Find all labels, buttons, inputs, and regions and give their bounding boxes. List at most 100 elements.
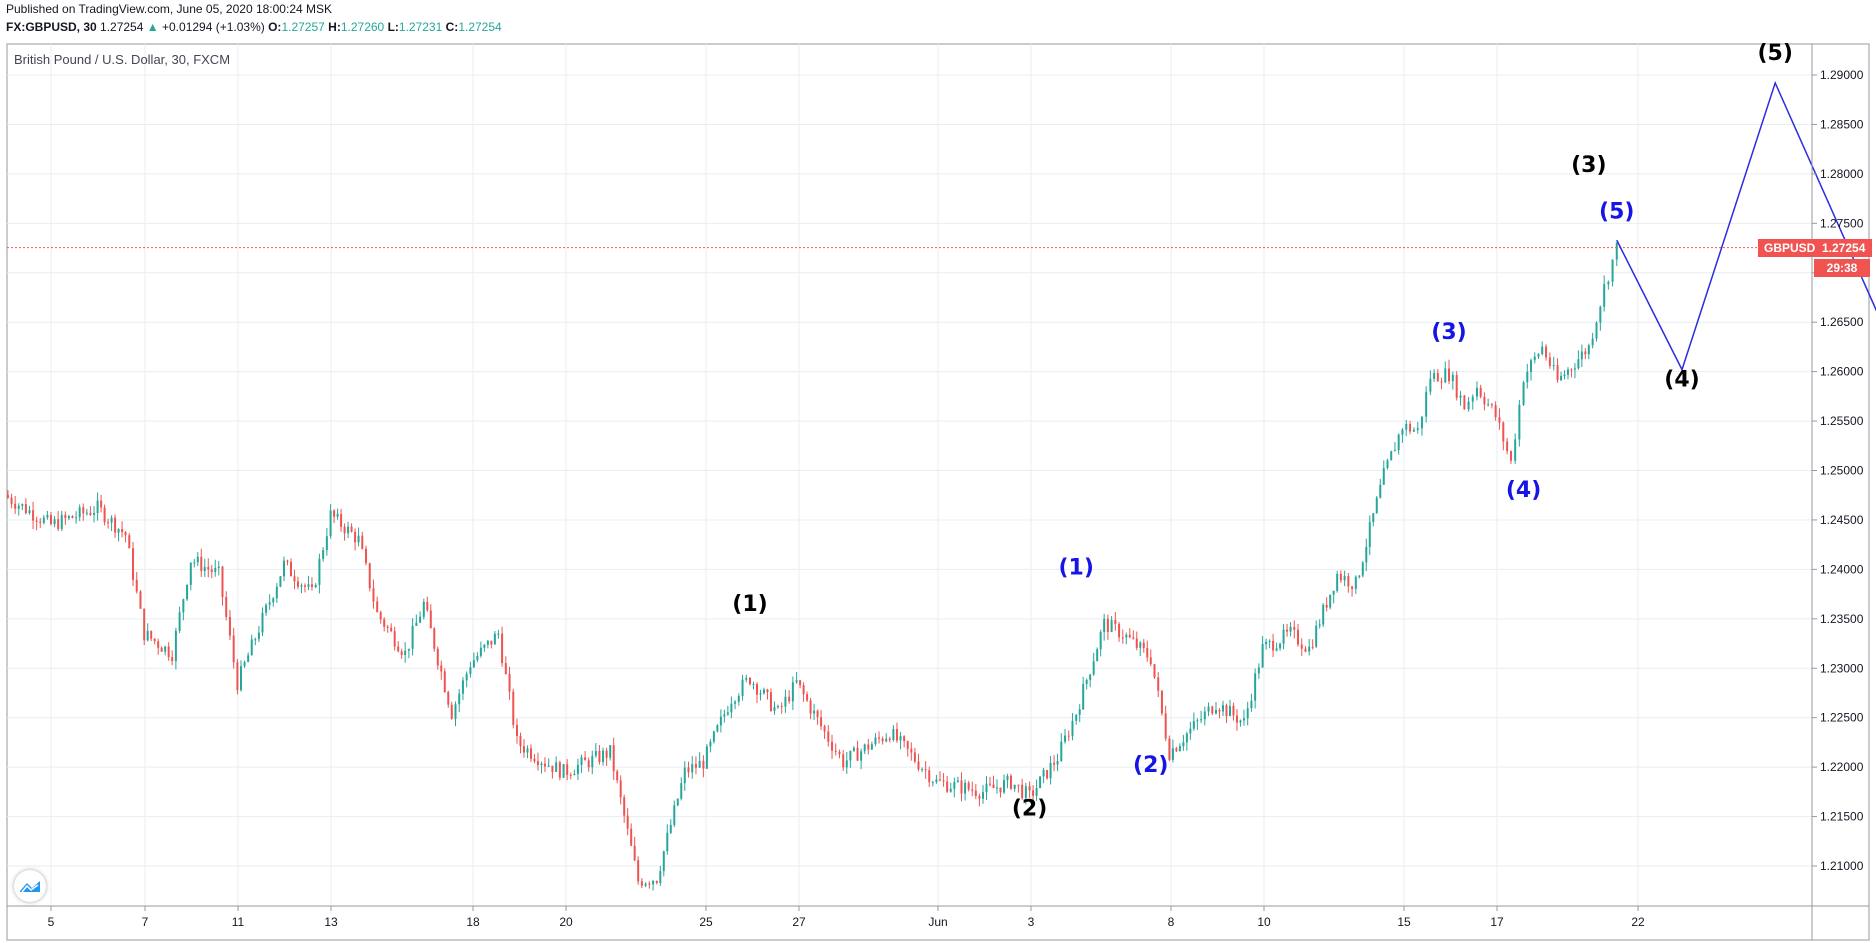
candle-body [472, 660, 475, 668]
candle-body [1375, 497, 1378, 514]
candle-body [239, 666, 242, 691]
candle-body [662, 851, 665, 872]
candle-body [705, 746, 708, 769]
x-tick-label: 27 [792, 915, 806, 929]
candle-body [892, 729, 895, 741]
candle-body [1490, 404, 1493, 406]
candle-body [1089, 674, 1092, 680]
candle-body [928, 770, 931, 783]
candle-body [1322, 604, 1325, 625]
candle-body [250, 639, 253, 656]
candle-body [1257, 667, 1260, 674]
candle-body [1064, 735, 1067, 742]
candle-body [1467, 401, 1470, 410]
candle-body [193, 562, 196, 564]
candle-body [988, 783, 991, 785]
candle-body [543, 763, 546, 767]
candle-body [1282, 629, 1285, 644]
candle-body [504, 663, 507, 674]
candle-body [580, 757, 583, 765]
price-axis[interactable]: 1.21000 1.21500 1.22000 1.22500 1.23000 1.235… [1812, 68, 1864, 873]
candle-body [247, 655, 250, 663]
x-tick-label: 15 [1397, 915, 1411, 929]
candle-body [32, 510, 35, 521]
candle-body [207, 566, 210, 570]
candle-body [14, 503, 17, 509]
chart-title: British Pound / U.S. Dollar, 30, FXCM [14, 52, 231, 67]
candle-body [303, 585, 306, 587]
candle-body [666, 832, 669, 852]
candle-body [985, 783, 988, 793]
candle-body [1429, 378, 1432, 392]
candle-body [117, 529, 120, 533]
x-tick-label: 20 [559, 915, 573, 929]
candle-body [254, 639, 257, 641]
candle-body [1082, 684, 1085, 710]
x-tick-label: 17 [1490, 915, 1504, 929]
candle-body [1603, 284, 1606, 307]
candle-body [1545, 346, 1548, 358]
candle-body [1607, 281, 1610, 285]
candle-body [1228, 705, 1231, 717]
candle-body [1580, 351, 1583, 360]
y-tick-label: 1.21000 [1820, 859, 1864, 873]
candle-body [576, 764, 579, 774]
wave-label-black: (2) [1012, 797, 1047, 822]
candle-body [995, 787, 998, 789]
candle-body [917, 761, 920, 770]
projection-line [1616, 80, 1876, 372]
candle-body [802, 685, 805, 695]
candle-body [454, 704, 457, 719]
candle-body [1615, 242, 1618, 260]
candle-body [203, 566, 206, 572]
candle-body [734, 701, 737, 704]
candle-body [1106, 618, 1109, 632]
candle-body [1211, 706, 1214, 714]
candle-body [1114, 620, 1117, 625]
candle-body [1013, 784, 1016, 789]
candle-body [461, 680, 464, 694]
up-arrow-icon: ▲ [146, 20, 159, 34]
x-tick-label: 11 [232, 915, 245, 929]
candle-body [594, 750, 597, 756]
candle-body [1595, 322, 1598, 339]
candle-body [89, 512, 92, 515]
candle-body [888, 738, 891, 741]
tradingview-logo-icon[interactable] [14, 870, 46, 902]
y-tick-label: 1.21500 [1820, 810, 1864, 824]
candles [6, 242, 1618, 891]
candle-body [78, 507, 81, 518]
candle-body [1164, 713, 1167, 739]
candle-body [124, 532, 127, 536]
candle-body [1409, 423, 1412, 432]
candle-body [1566, 369, 1569, 375]
candle-body [960, 780, 963, 794]
candle-body [64, 514, 67, 519]
candle-body [433, 628, 436, 649]
candle-body [1405, 423, 1408, 430]
candle-body [881, 738, 884, 742]
candle-body [1049, 762, 1052, 779]
candle-body [1056, 761, 1059, 765]
x-tick-label: 10 [1257, 915, 1271, 929]
candle-body [1347, 576, 1350, 587]
candle-body [1092, 661, 1095, 675]
candle-body [490, 640, 493, 645]
candle-body [189, 562, 192, 585]
candle-body [856, 747, 859, 761]
x-tick-label: 3 [1028, 915, 1035, 929]
candle-body [50, 514, 52, 525]
candle-body [1168, 738, 1171, 760]
time-axis[interactable]: 5 7 11 13 18 20 25 27 Jun 3 8 10 15 17 22 [48, 906, 1645, 929]
candle-body [1379, 484, 1382, 498]
candle-body [21, 504, 24, 506]
x-tick-label: 13 [324, 915, 338, 929]
candle-body [75, 517, 78, 519]
candle-body [35, 520, 38, 522]
candle-body [551, 765, 554, 772]
candle-body [806, 694, 809, 701]
candle-body [318, 558, 321, 585]
published-line: Published on TradingView.com, June 05, 2… [6, 2, 332, 16]
candle-body [476, 655, 479, 661]
